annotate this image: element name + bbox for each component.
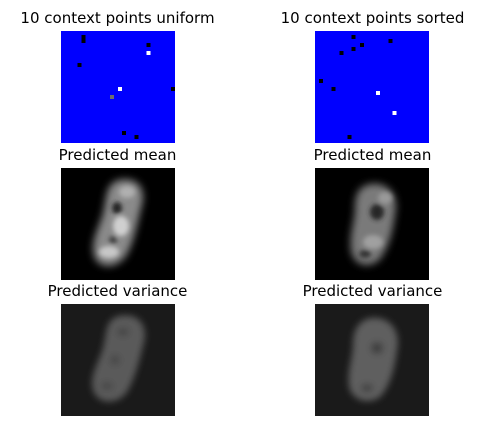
context-point-pixel [118,87,123,91]
context-point-pixel [170,87,175,91]
context-mask-uniform-image [61,31,175,143]
title-mean-left: Predicted mean [58,146,177,164]
title-variance-right: Predicted variance [302,282,443,300]
variance-digit-blob [348,317,398,401]
context-point-pixel [347,135,352,139]
title-uniform-context: 10 context points uniform [20,9,215,27]
predicted-digit-highlights [359,192,392,258]
predicted-variance-left-image [61,304,175,416]
context-point-pixel [81,35,86,39]
context-point-pixel [81,39,86,43]
context-mask-sorted-image [315,31,429,143]
title-variance-left: Predicted variance [47,282,188,300]
context-point-pixel [109,95,114,99]
context-point-pixel [351,35,356,39]
context-point-pixel [319,79,324,83]
title-sorted-context: 10 context points sorted [280,9,465,27]
context-point-pixel [339,51,344,55]
predicted-variance-right-image [315,304,429,416]
context-point-pixel [331,87,336,91]
context-point-pixel [388,39,393,43]
predicted-digit-blob [350,183,396,265]
variance-digit-blob [92,315,145,402]
context-point-pixel [376,91,381,95]
context-point-pixel [146,43,151,47]
predicted-digit-highlights [99,186,135,258]
context-point-pixel [351,47,356,51]
context-point-pixel [146,51,151,55]
context-point-pixel [134,135,139,139]
context-point-pixel [122,131,127,135]
context-point-pixel [392,111,397,115]
predicted-mean-right-image [315,168,429,280]
predicted-mean-left-image [61,168,175,280]
context-point-pixel [77,63,82,67]
context-point-pixel [359,43,364,47]
title-mean-right: Predicted mean [313,146,432,164]
